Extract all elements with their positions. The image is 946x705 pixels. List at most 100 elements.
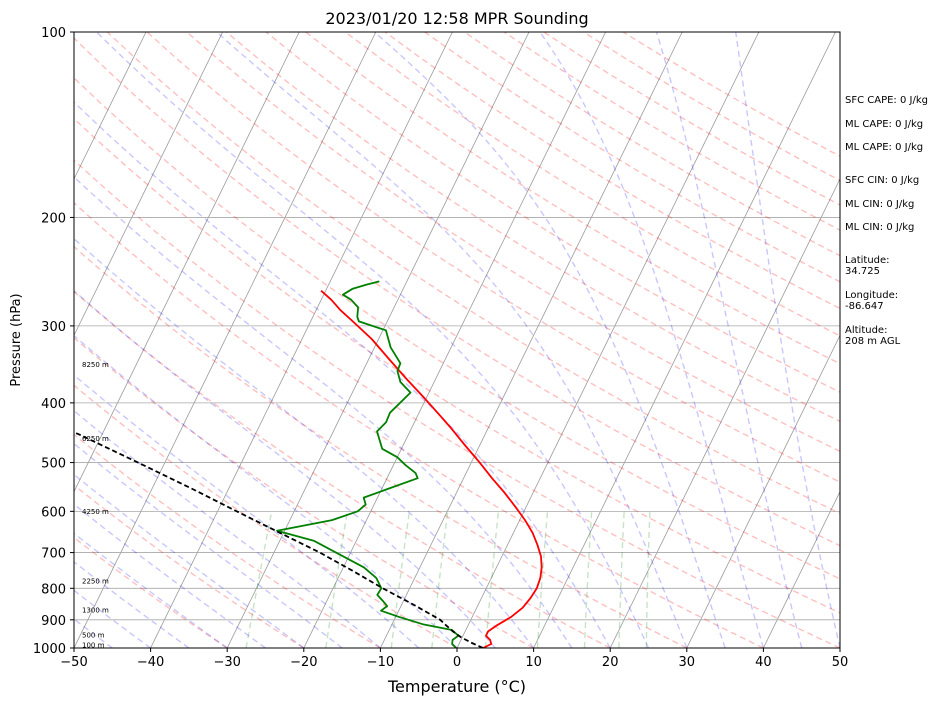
y-tick-label: 800: [41, 582, 66, 597]
height-label: 500 m: [82, 632, 105, 640]
x-tick-label: −30: [213, 655, 240, 670]
x-tick-label: −50: [60, 655, 87, 670]
y-tick-label: 300: [41, 320, 66, 335]
y-tick-label: 700: [41, 547, 66, 562]
x-tick-label: 40: [755, 655, 772, 670]
moist-adiabat-line: [539, 32, 765, 648]
moist-adiabat-line: [216, 32, 688, 648]
plot-frame: [73, 31, 841, 649]
isotherm-line: [533, 32, 836, 648]
dry-adiabat-line: [305, 32, 840, 365]
y-tick-label: 600: [41, 505, 66, 520]
dry-adiabat-line: [74, 76, 840, 580]
dry-adiabat-line: [225, 32, 840, 423]
dry-adiabat-line: [74, 433, 381, 648]
moist-adiabat-line: [74, 503, 266, 648]
index-sfc-cin: SFC CIN: 0 J/kg: [845, 175, 920, 186]
height-label: 2250 m: [82, 578, 109, 586]
height-label: 100 m: [82, 641, 105, 649]
y-tick-label: 100: [41, 26, 66, 41]
moist-adiabat-line: [74, 409, 381, 648]
mixing-ratio-line: [325, 511, 349, 648]
moist-adiabat-line: [96, 32, 650, 648]
index-ml-cape-1: ML CAPE: 0 J/kg: [845, 119, 924, 130]
isotherm-line: [74, 32, 300, 493]
dry-adiabat-line: [146, 32, 840, 483]
temperature-profile-line: [320, 290, 543, 648]
longitude-label: Longitude:: [845, 290, 899, 301]
dry-adiabat-line: [106, 32, 840, 515]
altitude-value: 208 m AGL: [845, 336, 901, 347]
height-label: 1300 m: [82, 607, 109, 615]
isotherm-line: [74, 32, 147, 180]
x-axis-label: Temperature (°C): [387, 677, 526, 696]
height-label: 6250 m: [82, 435, 109, 443]
y-tick-label: 500: [41, 457, 66, 472]
y-tick-label: 900: [41, 614, 66, 629]
x-tick-label: 10: [525, 655, 542, 670]
moist-adiabat-line: [74, 237, 535, 648]
x-tick-label: −40: [137, 655, 164, 670]
moist-adiabat-line: [74, 589, 152, 648]
isotherm-line: [226, 32, 530, 648]
isotherm-line: [609, 178, 840, 648]
dry-adiabat-line: [74, 159, 840, 648]
height-label: 8250 m: [82, 361, 109, 369]
dry-adiabat-line: [74, 245, 688, 648]
isotherm-line: [380, 32, 683, 648]
moist-adiabat-line: [74, 561, 190, 648]
index-ml-cin-1: ML CIN: 0 J/kg: [845, 199, 915, 210]
latitude-value: 34.725: [845, 266, 880, 277]
moist-adiabat-line: [74, 101, 611, 648]
moist-adiabat-line: [74, 176, 573, 648]
isotherm-line: [686, 334, 840, 648]
background-lines: [74, 32, 840, 648]
dry-adiabat-line: [186, 32, 840, 453]
moist-adiabat-line: [74, 442, 343, 648]
index-ml-cape-2: ML CAPE: 0 J/kg: [845, 142, 924, 153]
mixing-ratio-line: [390, 511, 411, 648]
mixing-ratio-line: [245, 511, 273, 648]
isotherm-line: [456, 32, 760, 648]
parcel-profile-line: [74, 431, 484, 648]
isotherm-line: [74, 32, 223, 337]
chart-title: 2023/01/20 12:58 MPR Sounding: [325, 9, 588, 28]
moist-adiabat-line: [655, 32, 803, 648]
index-ml-cin-2: ML CIN: 0 J/kg: [845, 222, 915, 233]
mixing-ratio-line: [618, 511, 625, 648]
moist-adiabat-line: [74, 532, 228, 648]
dry-adiabat-line: [344, 32, 840, 337]
mixing-ratio-line: [645, 511, 651, 648]
moist-adiabat-line: [735, 32, 840, 648]
dry-adiabat-line: [74, 290, 611, 648]
mixing-ratio-line: [431, 511, 449, 648]
moist-adiabat-line: [374, 32, 726, 648]
isotherm-line: [763, 490, 840, 648]
x-tick-label: 50: [832, 655, 849, 670]
dry-adiabat-line: [74, 384, 458, 648]
dry-adiabat-line: [265, 32, 840, 393]
latitude-label: Latitude:: [845, 255, 890, 266]
dewpoint-profile-line: [276, 280, 460, 648]
isotherm-line: [74, 32, 377, 648]
x-tick-label: 30: [679, 655, 696, 670]
dry-adiabat-line: [74, 37, 840, 547]
y-tick-label: 200: [41, 211, 66, 226]
moist-adiabat-line: [74, 473, 305, 648]
y-tick-label: 400: [41, 397, 66, 412]
dry-adiabat-line: [424, 32, 840, 283]
profile-lines: [74, 280, 543, 648]
isotherm-line: [303, 32, 606, 648]
isotherm-line: [150, 32, 453, 648]
longitude-value: -86.647: [845, 301, 884, 312]
dry-adiabat-line: [74, 117, 840, 614]
index-sfc-cape: SFC CAPE: 0 J/kg: [845, 95, 928, 106]
x-tick-label: 0: [453, 655, 461, 670]
x-tick-label: −10: [367, 655, 394, 670]
x-tick-label: 20: [602, 655, 619, 670]
altitude-label: Altitude:: [845, 325, 888, 336]
x-tick-label: −20: [290, 655, 317, 670]
height-label: 4250 m: [82, 508, 109, 516]
y-tick-label: 1000: [33, 642, 66, 657]
